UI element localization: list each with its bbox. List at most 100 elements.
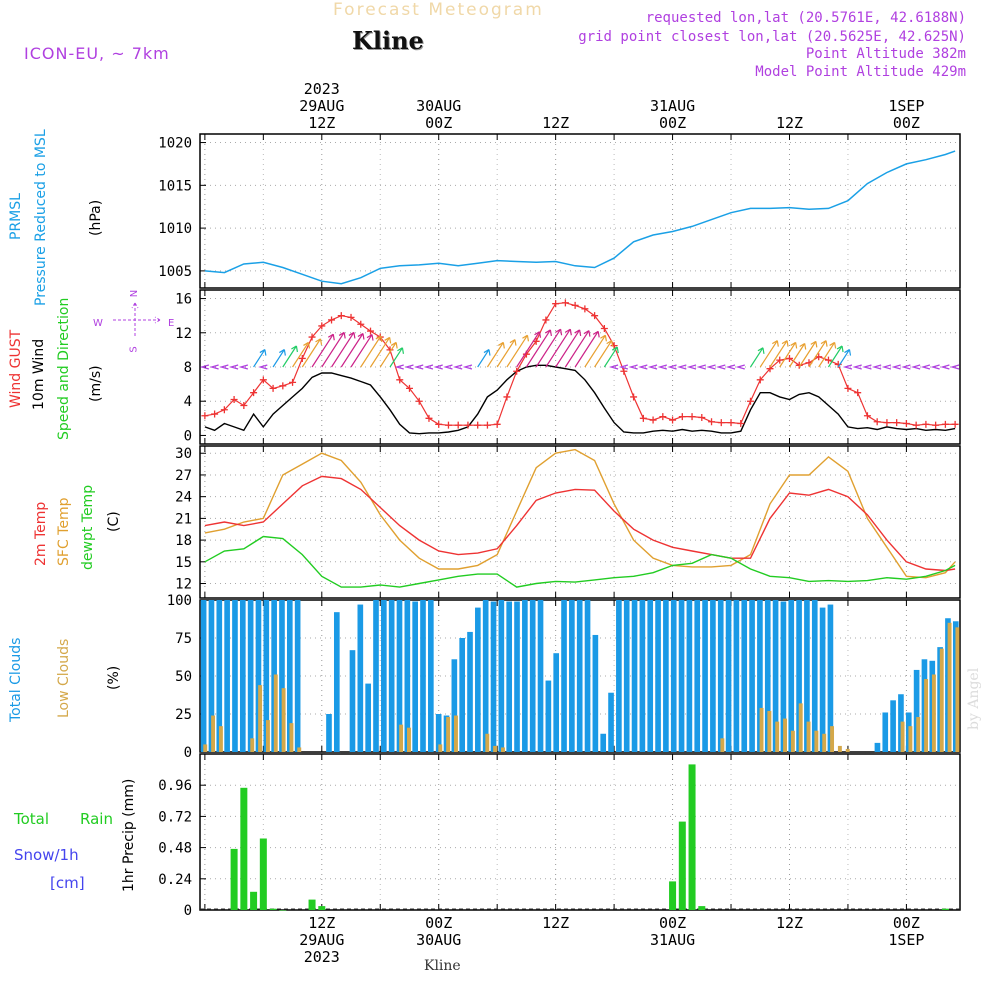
low-cloud-bar (806, 721, 811, 752)
wind-barb-head (303, 341, 311, 349)
gust-marker (425, 414, 433, 422)
wind-barb-head (291, 345, 298, 353)
wind-barb-head (545, 329, 552, 337)
gust-marker (688, 413, 696, 421)
wind-barb (564, 330, 590, 368)
gust-marker (747, 397, 755, 405)
precip-bar (269, 908, 277, 910)
y-tick-label: 50 (175, 669, 192, 685)
total-cloud-bar (741, 600, 748, 752)
wind-barb (477, 349, 490, 368)
total-cloud-bar (764, 600, 771, 752)
y-tick-label: 0.96 (158, 778, 192, 794)
wind-barb (292, 342, 309, 368)
total-cloud-bar (326, 714, 332, 752)
total-cloud-bar (537, 600, 544, 752)
wind-arrow (696, 364, 706, 370)
gust-marker (240, 402, 248, 409)
y-tick-label: 0 (184, 903, 192, 919)
wind-arrow (618, 364, 629, 370)
gust-marker (211, 410, 219, 418)
location-title: Kline (352, 26, 424, 55)
total-cloud-bar (710, 600, 716, 752)
precip-bar (230, 848, 238, 910)
pressure-line (204, 150, 956, 285)
gust-marker (483, 421, 491, 429)
bottom-time-label: 29AUG (299, 931, 344, 949)
wind-arrow (647, 364, 658, 370)
total-cloud-bar (263, 600, 270, 752)
y-tick-label: 75 (175, 631, 192, 647)
gust-marker (435, 420, 443, 428)
y-tick-label: 1020 (158, 136, 192, 152)
bottom-time-label: 12Z (308, 914, 335, 932)
low-cloud-bar (273, 674, 278, 752)
gust-marker (941, 420, 949, 428)
total-cloud-bar (584, 600, 591, 752)
total-cloud-bar (608, 692, 614, 752)
compass-rose (113, 302, 161, 337)
y-tick-label: 1005 (158, 264, 192, 280)
gust-marker (571, 301, 579, 309)
wind-barb-head (498, 341, 505, 349)
snow-label: Snow/1h (14, 846, 79, 864)
wind-barb (321, 332, 345, 368)
low-cloud-bar (924, 679, 929, 752)
total-cloud-bar (216, 600, 223, 752)
total-cloud-bar (733, 600, 740, 752)
total-cloud-bar (631, 600, 638, 752)
precip-bar (698, 906, 706, 910)
y-tick-label: 21 (175, 511, 192, 527)
low-cloud-bar (289, 723, 294, 752)
total-cloud-bar (522, 600, 528, 752)
wind-barb-head (338, 331, 346, 339)
wind-barb (272, 349, 285, 368)
gust-marker (737, 419, 745, 427)
total-cloud-bar (553, 653, 560, 752)
wind-barb (750, 347, 764, 368)
model-altitude: Model Point Altitude 429m (755, 64, 966, 80)
total-cloud-bar (592, 634, 599, 752)
wind-arrow (628, 364, 638, 370)
wind-arrow (209, 364, 219, 370)
low-cloud-bar (258, 685, 263, 752)
low-cloud-bar (281, 688, 286, 752)
precip-bar (318, 906, 326, 910)
total-cloud-bar (670, 600, 677, 752)
bottom-time-label: 00Z (659, 914, 686, 932)
wind-arrow (423, 364, 434, 370)
gust-marker (269, 384, 277, 392)
total-cloud-bar (224, 600, 230, 752)
gust-marker (883, 419, 891, 427)
total-cloud-bar (451, 659, 458, 752)
low-cloud-bar (947, 622, 952, 752)
gust-marker (289, 378, 297, 386)
gust-marker (357, 320, 365, 328)
low-cloud-bar (775, 721, 780, 752)
low-cloud-bar (759, 707, 764, 752)
bottom-time-label: 31AUG (650, 931, 695, 949)
gust-marker (922, 420, 930, 428)
wind-arrow (862, 364, 872, 370)
top-time-label: 12Z (776, 114, 803, 132)
total-cloud-bar (702, 600, 708, 752)
wind-barb-head (583, 330, 591, 337)
low-cloud-bar (955, 627, 960, 752)
gust-marker (279, 382, 287, 390)
total-cloud-bar (686, 600, 693, 752)
wind-barb (837, 349, 850, 368)
total-cloud-bar (890, 700, 896, 752)
wind-barb-head (366, 334, 374, 341)
top-time-label: 12Z (308, 114, 335, 132)
gust-marker (873, 418, 881, 426)
wind-arrow (199, 364, 210, 370)
y-tick-label: 100 (167, 593, 192, 609)
total-cloud-bar (788, 600, 795, 752)
pressure-panel-frame (199, 133, 961, 289)
gust-marker (367, 327, 375, 335)
wind-barb (545, 328, 571, 368)
total-cloud-bar (365, 683, 371, 752)
total-cloud-bar (467, 631, 473, 752)
gust-marker (844, 384, 852, 392)
low-cloud-bar (845, 748, 850, 752)
